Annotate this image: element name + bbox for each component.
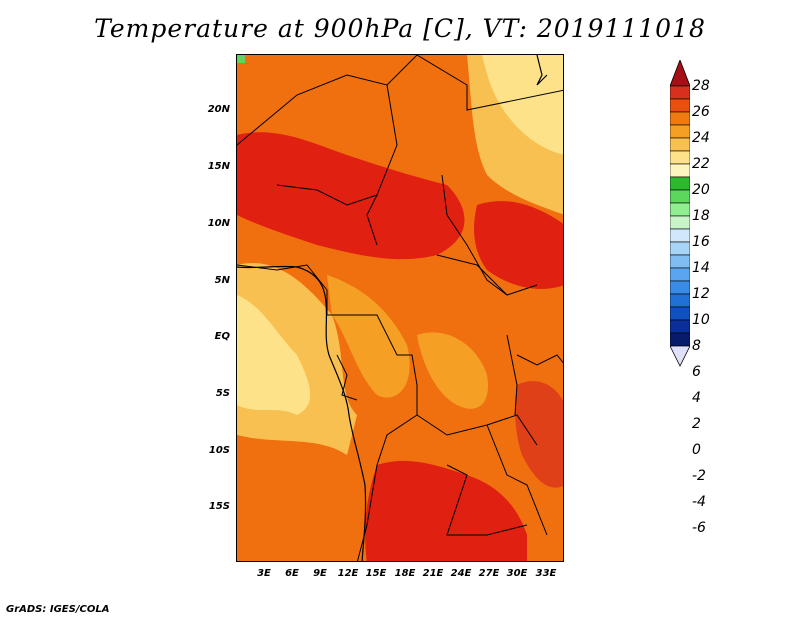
coastline [237, 55, 548, 561]
colorbar-min-triangle [670, 345, 690, 367]
colorbar-tick-label: 2 [692, 416, 701, 432]
colorbar-tick-label: 8 [692, 338, 701, 354]
colorbar-tick-label: 0 [692, 442, 701, 458]
colorbar-tick-label: 22 [692, 156, 710, 172]
lon-label-30e: 30E [506, 568, 528, 579]
colorbar-tick-label: -2 [692, 468, 706, 484]
lon-label-18e: 18E [394, 568, 416, 579]
colorbar-tick-label: 26 [692, 104, 710, 120]
country-borders [237, 55, 563, 561]
grads-credit: GrADS: IGES/COLA [6, 604, 110, 615]
lat-label-eq: EQ [214, 331, 230, 342]
lon-label-9e: 9E [313, 568, 327, 579]
lon-label-27e: 27E [478, 568, 500, 579]
colorbar-tick-label: 12 [692, 286, 710, 302]
lat-label-5n: 5N [214, 275, 230, 286]
field-hot-sahel [237, 132, 465, 260]
colorbar-segment [670, 163, 690, 178]
field-hot-east [474, 201, 563, 290]
colorbar-segment [670, 98, 690, 113]
colorbar-tick-label: 16 [692, 234, 710, 250]
lat-label-5s: 5S [215, 388, 230, 399]
lon-label-24e: 24E [450, 568, 472, 579]
field-hot-south [365, 460, 527, 561]
colorbar-segment [670, 332, 690, 347]
field-mid-congo [327, 275, 410, 398]
colorbar-tick-label: 14 [692, 260, 710, 276]
temperature-field [237, 55, 563, 561]
map-title: Temperature at 900hPa [C], VT: 201911101… [94, 14, 706, 43]
lon-label-15e: 15E [365, 568, 387, 579]
lat-label-10s: 10S [208, 445, 230, 456]
colorbar-segment [670, 267, 690, 282]
colorbar-segment [670, 254, 690, 269]
field-corner-cool [237, 55, 245, 63]
colorbar-tick-label: 18 [692, 208, 710, 224]
colorbar-tick-label: 10 [692, 312, 710, 328]
lat-label-20n: 20N [207, 104, 230, 115]
colorbar-tick-label: 24 [692, 130, 710, 146]
colorbar-tick-label: 6 [692, 364, 701, 380]
colorbar-tick-label: 4 [692, 390, 701, 406]
colorbar-segment [670, 228, 690, 243]
colorbar-segment [670, 124, 690, 139]
lon-label-33e: 33E [535, 568, 557, 579]
field-mid-east [417, 332, 488, 409]
lat-label-15n: 15N [207, 161, 230, 172]
colorbar-max-triangle [670, 60, 690, 87]
colorbar-segment [670, 150, 690, 165]
colorbar-tick-label: 20 [692, 182, 710, 198]
colorbar-segment [670, 293, 690, 308]
colorbar-segment [670, 306, 690, 321]
colorbar-segment [670, 111, 690, 126]
colorbar-segment [670, 189, 690, 204]
colorbar-segment [670, 85, 690, 100]
colorbar-segment [670, 319, 690, 334]
lat-label-10n: 10N [207, 218, 230, 229]
temperature-map [236, 54, 564, 562]
colorbar [670, 60, 690, 367]
lon-label-3e: 3E [257, 568, 271, 579]
colorbar-segment [670, 280, 690, 295]
lon-label-6e: 6E [285, 568, 299, 579]
colorbar-tick-label: -4 [692, 494, 706, 510]
lat-label-15s: 15S [208, 501, 230, 512]
colorbar-segments [670, 60, 690, 367]
colorbar-segment [670, 241, 690, 256]
colorbar-segment [670, 137, 690, 152]
field-hot-rift [514, 381, 563, 488]
colorbar-segment [670, 176, 690, 191]
lon-label-12e: 12E [337, 568, 359, 579]
field-coolest-west [237, 295, 311, 415]
colorbar-tick-label: 28 [692, 78, 710, 94]
colorbar-tick-label: -6 [692, 520, 706, 536]
colorbar-segment [670, 202, 690, 217]
lon-label-21e: 21E [422, 568, 444, 579]
colorbar-segment [670, 215, 690, 230]
